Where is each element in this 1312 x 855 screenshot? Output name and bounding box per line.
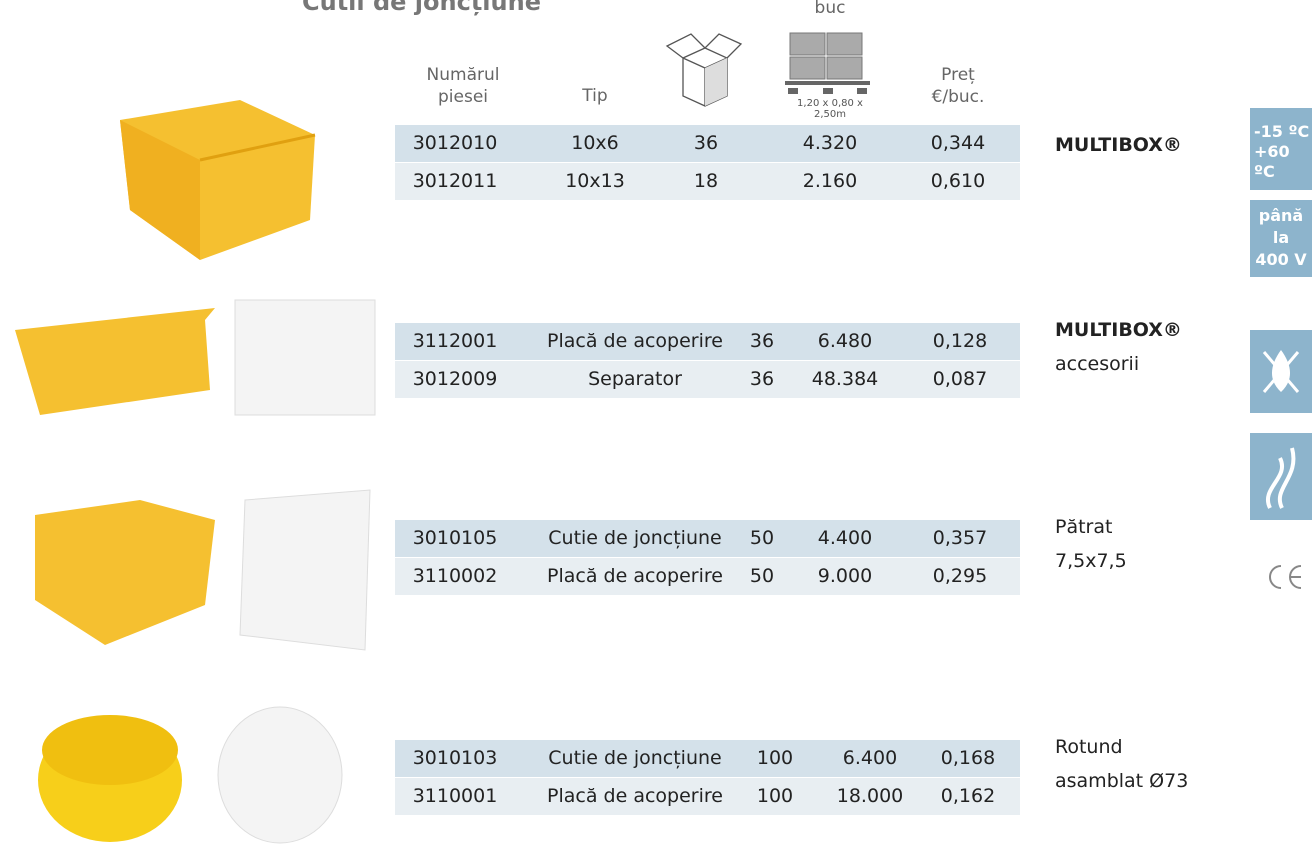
table-cell: 36	[693, 132, 719, 154]
group-label: Pătrat 7,5x7,5	[1055, 510, 1127, 578]
table-cell: 3112001	[412, 330, 498, 352]
table-cell: 18.000	[836, 785, 904, 807]
header-text: Preț	[941, 65, 975, 85]
table-cell: 48.384	[811, 368, 879, 390]
table-cell: 3010103	[412, 747, 498, 769]
voltage-badge: până la 400 V c.a.	[1250, 200, 1312, 291]
group-label: Rotund asamblat Ø73	[1055, 730, 1188, 798]
table-cell: 2.160	[802, 170, 858, 192]
table-row: 3112001 Placă de acoperire 36 6.480 0,128	[395, 323, 1020, 360]
label-line: accesorii	[1055, 353, 1140, 375]
fire-badge	[1250, 330, 1312, 413]
table-row: 3110001 Placă de acoperire 100 18.000 0,162	[395, 777, 1020, 815]
table-cell: 18	[693, 170, 719, 192]
label-line: Pătrat	[1055, 516, 1113, 538]
pallet-icon	[785, 32, 870, 94]
label-line: asamblat Ø73	[1055, 770, 1189, 792]
header-price: Preț €/buc.	[920, 64, 996, 108]
table-cell: 6.480	[817, 330, 873, 352]
table-row: 3012011 10x13 18 2.160 0,610	[395, 162, 1020, 200]
badge-text: -15 ºC	[1254, 122, 1310, 141]
table-row: 3012010 10x6 36 4.320 0,344	[395, 125, 1020, 162]
table-cell: 0,357	[932, 527, 988, 549]
table-cell: 4.320	[802, 132, 858, 154]
smoke-badge	[1250, 433, 1312, 520]
header-text: €/buc.	[931, 87, 985, 107]
table-cell: 0,162	[940, 785, 996, 807]
table-cell: 0,087	[932, 368, 988, 390]
table: 3010105 Cutie de joncțiune 50 4.400 0,357 311…	[395, 520, 1020, 595]
header-text: piesei	[437, 87, 488, 107]
badge-text: 400 V	[1255, 250, 1307, 269]
table-cell: 50	[749, 565, 775, 587]
table-cell: 4.400	[817, 527, 873, 549]
product-image	[38, 706, 343, 844]
table-cell: 36	[749, 330, 775, 352]
table-cell: 50	[749, 527, 775, 549]
table-cell: 3110002	[412, 565, 498, 587]
table-row: 3012009 Separator 36 48.384 0,087	[395, 360, 1020, 398]
table-cell: 0,344	[930, 132, 986, 154]
table-cell: 3110001	[412, 785, 498, 807]
badge-text: c.a.	[1264, 272, 1298, 291]
table-cell: Cutie de joncțiune	[548, 747, 722, 769]
label-line: MULTIBOX®	[1055, 134, 1182, 156]
label-line: 7,5x7,5	[1055, 550, 1127, 572]
table-cell: 3012009	[412, 368, 498, 390]
table: 3010103 Cutie de joncțiune 100 6.400 0,168 31…	[395, 740, 1020, 815]
product-image	[35, 489, 371, 651]
ce-mark	[1269, 565, 1302, 589]
table-cell: 3010105	[412, 527, 498, 549]
table-cell: 100	[756, 747, 794, 769]
table-cell: Separator	[588, 368, 682, 390]
group-label: MULTIBOX®	[1055, 128, 1182, 162]
table-cell: 0,128	[932, 330, 988, 352]
table-cell: Placă de acoperire	[547, 785, 723, 807]
header-text: Numărul	[426, 65, 500, 85]
table-cell: 0,168	[940, 747, 996, 769]
table-cell: 9.000	[817, 565, 873, 587]
header-pallet-size: 1,20 x 0,80 x 2,50m	[797, 98, 863, 120]
table-row: 3010105 Cutie de joncțiune 50 4.400 0,357	[395, 520, 1020, 557]
label-line: Rotund	[1055, 736, 1123, 758]
title: Cutii de joncțiune	[302, 0, 541, 16]
table-cell: 36	[749, 368, 775, 390]
table-cell: 10x6	[571, 132, 619, 154]
product-image	[120, 100, 316, 260]
table-cell: Placă de acoperire	[547, 330, 723, 352]
table-cell: 6.400	[842, 747, 898, 769]
label-line: MULTIBOX®	[1055, 319, 1182, 341]
table-cell: 0,610	[930, 170, 986, 192]
table-cell: 3012011	[412, 170, 498, 192]
badge-text: +60 ºC	[1254, 142, 1290, 181]
table-cell: 3012010	[412, 132, 498, 154]
table: 3112001 Placă de acoperire 36 6.480 0,128 301…	[395, 323, 1020, 398]
group-label: MULTIBOX® accesorii	[1055, 313, 1182, 381]
header-type: Tip	[582, 86, 608, 106]
table-row: 3110002 Placă de acoperire 50 9.000 0,295	[395, 557, 1020, 595]
box-icon	[665, 33, 743, 107]
table-cell: Cutie de joncțiune	[548, 527, 722, 549]
table-cell: 0,295	[932, 565, 988, 587]
table-cell: 10x13	[565, 170, 625, 192]
header-pallet-unit: buc	[814, 0, 846, 18]
temperature-badge: -15 ºC +60 ºC	[1250, 108, 1312, 190]
table-cell: 100	[756, 785, 794, 807]
table: 3012010 10x6 36 4.320 0,344 3012011 10x13 18 2.1…	[395, 125, 1020, 200]
table-cell: Placă de acoperire	[547, 565, 723, 587]
product-image	[15, 299, 376, 416]
table-row: 3010103 Cutie de joncțiune 100 6.400 0,168	[395, 740, 1020, 777]
header-part: Numărul piesei	[413, 64, 513, 108]
badge-text: până la	[1258, 206, 1304, 247]
